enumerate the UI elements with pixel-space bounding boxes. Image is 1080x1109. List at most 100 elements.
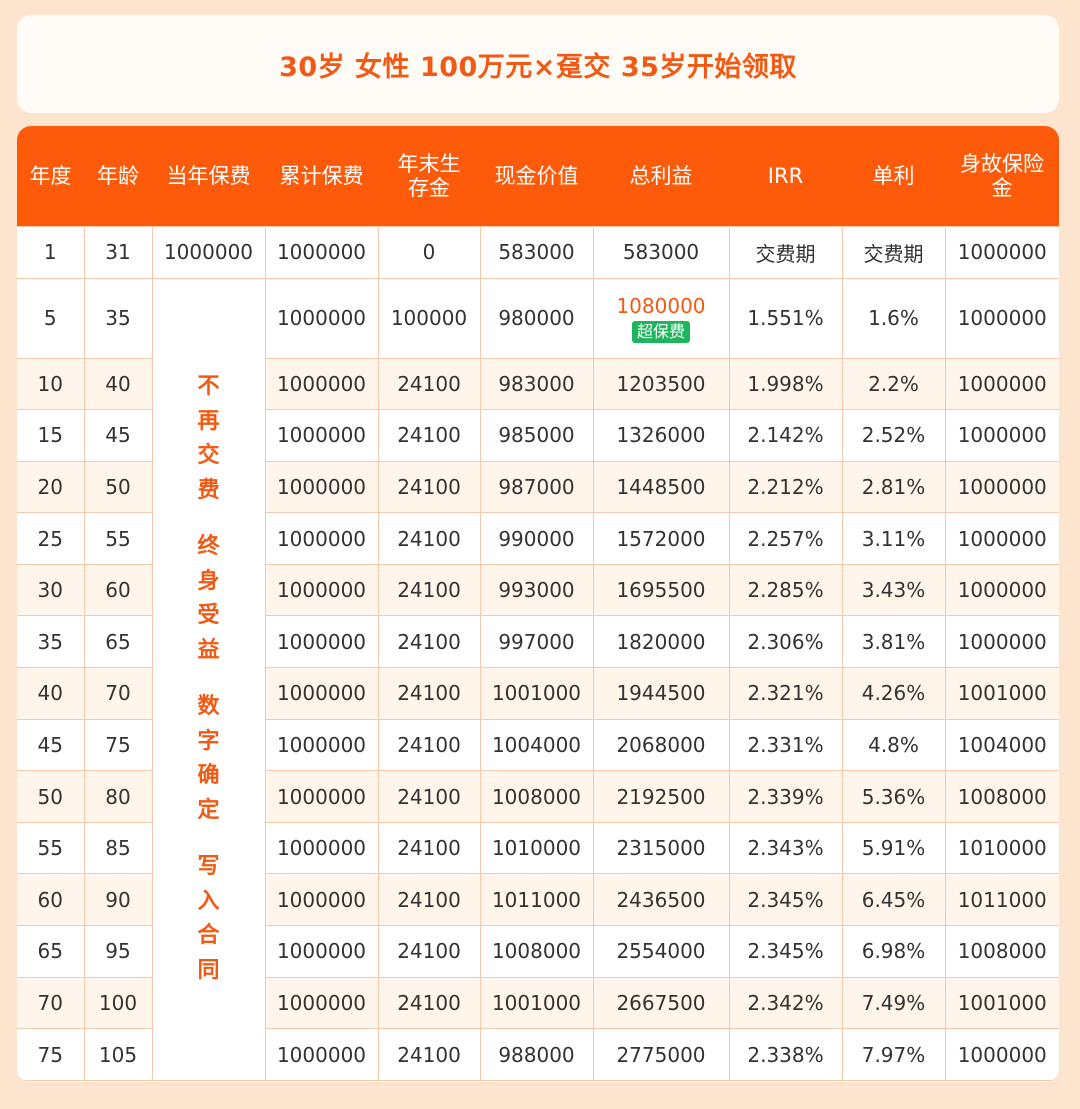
header-survival-line2: 存金 [408, 175, 450, 200]
cell-cash-value: 980000 [479, 277, 594, 359]
header-survival-benefit: 年末生 存金 [378, 126, 480, 226]
cell-death-benefit: 1000000 [944, 277, 1059, 359]
cell-total-benefit: 1448500 [592, 460, 730, 514]
table-row: 35 65 1000000 24100 997000 1820000 2.306% 3.81%… [17, 615, 1059, 669]
slogan-char: 定 [197, 797, 220, 823]
cell-cash-value: 993000 [479, 563, 594, 617]
cell-irr: 2.345% [728, 925, 843, 978]
header-year: 年度 [29, 163, 72, 188]
cell-irr: 2.306% [728, 615, 843, 669]
cell-simple-interest: 5.91% [841, 821, 946, 875]
cell-survival-benefit: 0 [377, 225, 481, 279]
header-death-line2: 金 [991, 175, 1013, 200]
cell-irr: 2.343% [728, 821, 843, 875]
cell-age: 70 [83, 667, 153, 720]
page-title: 30岁 女性 100万元×趸交 35岁开始领取 [279, 51, 797, 83]
cell-simple-interest: 7.97% [841, 1028, 946, 1081]
cell-death-benefit: 1000000 [944, 460, 1059, 514]
cell-total-benefit: 2436500 [592, 873, 730, 927]
cell-age: 100 [83, 976, 153, 1030]
slogan-group: 写入合同 [197, 850, 219, 988]
cell-total-benefit: 1695500 [592, 563, 730, 617]
cell-irr: 2.342% [728, 976, 843, 1030]
cell-cash-value: 583000 [479, 225, 594, 279]
cell-death-benefit: 1001000 [944, 976, 1059, 1030]
table-row: 45 75 1000000 24100 1004000 2068000 2.331% 4.8%… [17, 718, 1059, 772]
cell-cumulative-premium: 1000000 [264, 821, 379, 875]
cell-cash-value: 983000 [479, 357, 594, 411]
cell-age: 40 [83, 357, 153, 411]
cell-age: 55 [83, 512, 153, 565]
slogan-char: 益 [197, 637, 220, 663]
cell-survival-benefit: 24100 [377, 615, 481, 669]
slogan-char: 身 [197, 568, 220, 594]
total-benefit-highlight: 1080000 [616, 293, 706, 318]
cell-simple-interest: 7.49% [841, 976, 946, 1030]
cell-total-benefit: 2315000 [592, 821, 730, 875]
cell-total-benefit: 2192500 [592, 770, 730, 823]
cell-death-benefit: 1000000 [944, 357, 1059, 411]
cell-age: 60 [83, 563, 153, 617]
header-death-line1: 身故保险 [960, 151, 1044, 176]
slogan-char: 确 [197, 763, 220, 789]
cell-cash-value: 1001000 [479, 976, 594, 1030]
cell-irr: 2.142% [728, 409, 843, 462]
header-survival-line1: 年末生 [397, 151, 461, 176]
cell-survival-benefit: 24100 [377, 925, 481, 978]
table-row: 65 95 1000000 24100 1008000 2554000 2.345% 6.98… [17, 925, 1059, 978]
cell-year: 10 [17, 357, 85, 411]
header-irr: IRR [767, 163, 804, 188]
cell-year: 25 [17, 512, 85, 565]
table-row: 40 70 1000000 24100 1001000 1944500 2.321% 4.26… [17, 667, 1059, 720]
cell-irr: 2.339% [728, 770, 843, 823]
slogan-cell: 不再交费终身受益数字确定写入合同 [151, 277, 266, 1081]
cell-simple-interest: 2.52% [841, 409, 946, 462]
cell-cumulative-premium: 1000000 [264, 409, 379, 462]
cell-survival-benefit: 24100 [377, 821, 481, 875]
cell-irr: 1.551% [728, 277, 843, 359]
cell-cumulative-premium: 1000000 [264, 563, 379, 617]
cell-total-benefit: 2068000 [592, 718, 730, 772]
cell-survival-benefit: 24100 [377, 718, 481, 772]
cell-cash-value: 997000 [479, 615, 594, 669]
cell-simple-interest: 4.26% [841, 667, 946, 720]
cell-year: 50 [17, 770, 85, 823]
cell-survival-benefit: 24100 [377, 667, 481, 720]
cell-death-benefit: 1000000 [944, 225, 1059, 279]
cell-year: 55 [17, 821, 85, 875]
cell-total-benefit: 2554000 [592, 925, 730, 978]
cell-age: 50 [83, 460, 153, 514]
cell-simple-interest: 交费期 [841, 225, 946, 279]
cell-death-benefit: 1000000 [944, 615, 1059, 669]
cell-cumulative-premium: 1000000 [264, 225, 379, 279]
cell-cumulative-premium: 1000000 [264, 667, 379, 720]
slogan-char: 数 [197, 694, 220, 720]
cell-total-benefit: 1944500 [592, 667, 730, 720]
cell-simple-interest: 1.6% [841, 277, 946, 359]
cell-age: 45 [83, 409, 153, 462]
title-card: 30岁 女性 100万元×趸交 35岁开始领取 [17, 15, 1059, 113]
slogan-group: 终身受益 [197, 530, 219, 668]
cell-age: 35 [83, 277, 153, 359]
cell-age: 85 [83, 821, 153, 875]
cell-irr: 2.321% [728, 667, 843, 720]
slogan-char: 同 [197, 957, 220, 983]
cell-cash-value: 988000 [479, 1028, 594, 1081]
slogan-char: 终 [197, 534, 220, 560]
cell-death-benefit: 1011000 [944, 873, 1059, 927]
slogan-group: 不再交费 [197, 370, 219, 508]
header-simple-interest: 单利 [872, 163, 915, 188]
cell-year: 40 [17, 667, 85, 720]
cell-death-benefit: 1000000 [944, 409, 1059, 462]
cell-cumulative-premium: 1000000 [264, 925, 379, 978]
slogan-char: 写 [197, 854, 220, 880]
cell-year: 1 [17, 225, 85, 279]
cell-death-benefit: 1000000 [944, 512, 1059, 565]
slogan-char: 不 [197, 374, 220, 400]
slogan-char: 合 [197, 923, 220, 949]
cell-year: 35 [17, 615, 85, 669]
cell-cumulative-premium: 1000000 [264, 1028, 379, 1081]
cell-year: 20 [17, 460, 85, 514]
header-total-benefit: 总利益 [629, 163, 693, 188]
cell-simple-interest: 3.81% [841, 615, 946, 669]
